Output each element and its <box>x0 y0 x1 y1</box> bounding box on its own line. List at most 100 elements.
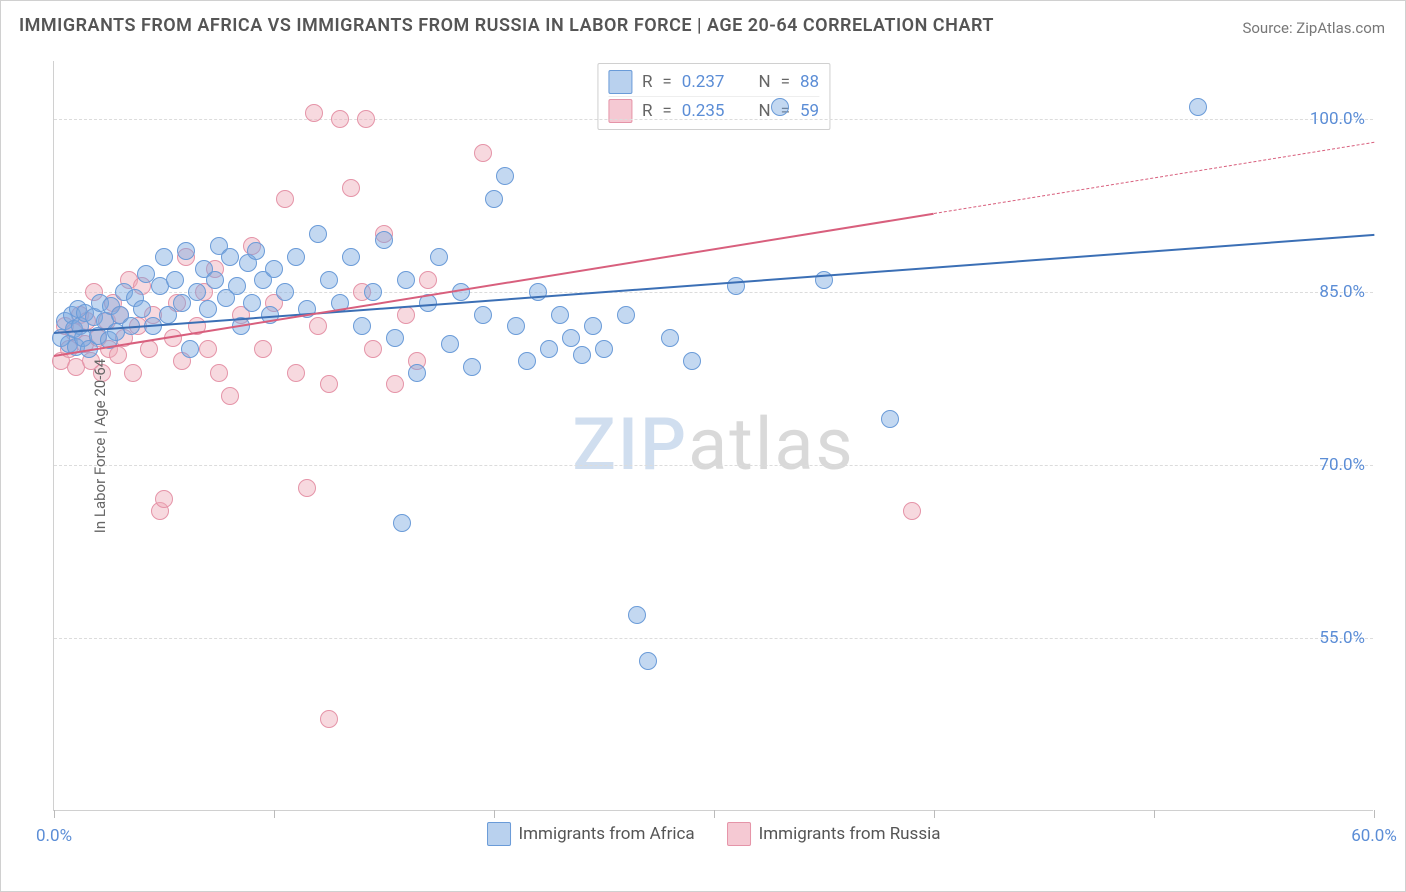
data-point-africa <box>353 317 371 335</box>
data-point-africa <box>247 242 265 260</box>
equals-sign: = <box>662 72 671 92</box>
data-point-africa <box>221 248 239 266</box>
legend-label-africa: Immigrants from Africa <box>519 824 695 844</box>
data-point-africa <box>199 300 217 318</box>
data-point-russia <box>309 317 327 335</box>
data-point-russia <box>305 104 323 122</box>
data-point-africa <box>551 306 569 324</box>
data-point-africa <box>1189 98 1207 116</box>
gridline-h <box>54 465 1373 466</box>
plot-area: ZIPatlas R = 0.237 N = 88 R = 0.235 N = <box>53 61 1373 811</box>
data-point-africa <box>206 271 224 289</box>
data-point-russia <box>276 190 294 208</box>
y-axis-label: In Labor Force | Age 20-64 <box>91 359 109 533</box>
x-tick-label: 60.0% <box>1351 826 1397 846</box>
legend-row-africa: R = 0.237 N = 88 <box>608 68 819 96</box>
swatch-russia <box>727 822 751 846</box>
source-attribution: Source: ZipAtlas.com <box>1242 19 1385 37</box>
data-point-africa <box>617 306 635 324</box>
data-point-africa <box>727 277 745 295</box>
x-tick <box>274 810 275 818</box>
data-point-africa <box>228 277 246 295</box>
data-point-africa <box>628 606 646 624</box>
x-tick <box>1374 810 1375 818</box>
data-point-africa <box>173 294 191 312</box>
x-tick <box>714 810 715 818</box>
data-point-russia <box>331 110 349 128</box>
x-tick <box>54 810 55 818</box>
data-point-africa <box>166 271 184 289</box>
data-point-africa <box>595 340 613 358</box>
legend-item-russia: Immigrants from Russia <box>727 822 941 846</box>
data-point-russia <box>199 340 217 358</box>
x-tick <box>494 810 495 818</box>
data-point-africa <box>573 346 591 364</box>
data-point-africa <box>496 167 514 185</box>
equals-sign: = <box>781 72 790 92</box>
data-point-africa <box>540 340 558 358</box>
legend-item-africa: Immigrants from Africa <box>487 822 695 846</box>
data-point-africa <box>177 242 195 260</box>
data-point-russia <box>386 375 404 393</box>
data-point-russia <box>140 340 158 358</box>
data-point-africa <box>562 329 580 347</box>
trendline-russia-solid <box>54 213 934 357</box>
data-point-russia <box>155 490 173 508</box>
gridline-h <box>54 292 1373 293</box>
x-tick <box>934 810 935 818</box>
y-tick-label: 55.0% <box>1319 628 1365 648</box>
data-point-africa <box>155 248 173 266</box>
data-point-africa <box>463 358 481 376</box>
data-point-africa <box>881 410 899 428</box>
data-point-africa <box>243 294 261 312</box>
data-point-africa <box>309 225 327 243</box>
x-tick <box>1154 810 1155 818</box>
data-point-africa <box>683 352 701 370</box>
data-point-africa <box>771 98 789 116</box>
data-point-russia <box>221 387 239 405</box>
data-point-russia <box>320 710 338 728</box>
correlation-legend: R = 0.237 N = 88 R = 0.235 N = 59 <box>597 63 830 130</box>
data-point-africa <box>386 329 404 347</box>
watermark-atlas: atlas <box>688 402 855 487</box>
data-point-africa <box>430 248 448 266</box>
chart-container: IMMIGRANTS FROM AFRICA VS IMMIGRANTS FRO… <box>0 0 1406 892</box>
data-point-russia <box>903 502 921 520</box>
data-point-africa <box>320 271 338 289</box>
gridline-h <box>54 638 1373 639</box>
swatch-africa <box>487 822 511 846</box>
data-point-africa <box>276 283 294 301</box>
data-point-africa <box>441 335 459 353</box>
watermark: ZIPatlas <box>572 402 854 487</box>
r-value-africa: 0.237 <box>682 72 725 92</box>
data-point-russia <box>210 364 228 382</box>
swatch-africa <box>608 70 632 94</box>
data-point-africa <box>375 231 393 249</box>
data-point-russia <box>298 479 316 497</box>
data-point-africa <box>661 329 679 347</box>
data-point-russia <box>109 346 127 364</box>
data-point-russia <box>474 144 492 162</box>
data-point-africa <box>393 514 411 532</box>
data-point-russia <box>357 110 375 128</box>
data-point-africa <box>133 300 151 318</box>
data-point-africa <box>507 317 525 335</box>
data-point-russia <box>397 306 415 324</box>
data-point-russia <box>364 340 382 358</box>
data-point-africa <box>408 364 426 382</box>
data-point-africa <box>474 306 492 324</box>
data-point-africa <box>397 271 415 289</box>
y-tick-label: 85.0% <box>1319 282 1365 302</box>
data-point-africa <box>584 317 602 335</box>
x-tick-label: 0.0% <box>36 826 72 846</box>
data-point-russia <box>320 375 338 393</box>
series-legend: Immigrants from Africa Immigrants from R… <box>487 822 941 846</box>
data-point-africa <box>485 190 503 208</box>
data-point-africa <box>518 352 536 370</box>
trendline-russia-dashed <box>934 142 1374 214</box>
chart-title: IMMIGRANTS FROM AFRICA VS IMMIGRANTS FRO… <box>19 15 994 36</box>
data-point-africa <box>364 283 382 301</box>
data-point-africa <box>188 283 206 301</box>
data-point-africa <box>342 248 360 266</box>
n-value-africa: 88 <box>800 72 819 92</box>
